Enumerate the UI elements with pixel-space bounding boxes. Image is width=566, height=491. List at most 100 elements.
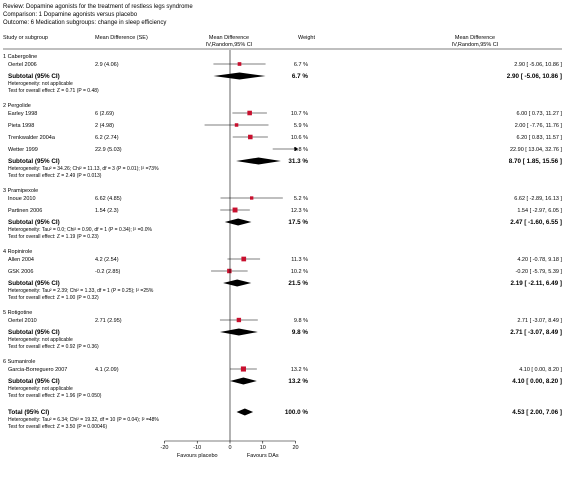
overall-effect-text: Test for overall effect: Z = 1.96 (P = 0… bbox=[8, 393, 102, 399]
study-name: Oertel 2010 bbox=[8, 318, 37, 324]
study-name: Inoue 2010 bbox=[8, 196, 36, 202]
subtotal-weight: 6.7 % bbox=[292, 73, 309, 80]
subtotal-diamond bbox=[230, 377, 257, 385]
subtotal-ci: 2.71 [ -3.07, 8.49 ] bbox=[510, 329, 562, 336]
subtotal-ci: 2.19 [ -2.11, 6.49 ] bbox=[511, 280, 562, 287]
study-md-se: 22.9 (5.03) bbox=[95, 147, 122, 153]
column-weight: Weight bbox=[298, 35, 315, 41]
study-md-se: 6 (2.69) bbox=[95, 111, 114, 117]
overall-effect-text: Test for overall effect: Z = 0.71 (P = 0… bbox=[8, 88, 99, 94]
group-title: 3 Pramipexole bbox=[3, 188, 38, 194]
heterogeneity-text: Heterogeneity: Tau² = 6.34; Chi² = 19.32… bbox=[8, 417, 159, 423]
study-marker bbox=[247, 110, 252, 116]
ci-arrow bbox=[294, 147, 299, 151]
subtotal-label: Subtotal (95% CI) bbox=[8, 280, 60, 287]
outcome-title: Outcome: 6 Medication subgroups: change … bbox=[3, 20, 166, 26]
study-name: Oertel 2006 bbox=[8, 62, 37, 68]
study-weight: 11.3 % bbox=[291, 257, 308, 263]
subtotal-weight: 13.2 % bbox=[288, 378, 308, 385]
x-tick-label: 20 bbox=[292, 445, 298, 451]
study-ci: 22.90 [ 13.04, 32.76 ] bbox=[510, 147, 562, 153]
overall-effect-text: Test for overall effect: Z = 3.50 (P = 0… bbox=[8, 424, 107, 430]
column-md-plot: Mean Difference bbox=[209, 35, 249, 41]
overall-effect-text: Test for overall effect: Z = 1.00 (P = 0… bbox=[8, 295, 99, 301]
group-title: 1 Cabergoline bbox=[3, 54, 37, 60]
study-weight: 6.7 % bbox=[294, 62, 308, 68]
subtotal-label: Subtotal (95% CI) bbox=[8, 158, 60, 165]
total-ci: 4.53 [ 2.00, 7.06 ] bbox=[512, 409, 562, 416]
group-title: 4 Ropinirole bbox=[3, 249, 32, 255]
subtotal-label: Subtotal (95% CI) bbox=[8, 378, 60, 385]
study-marker bbox=[227, 268, 232, 274]
study-ci: 6.62 [ -2.89, 16.13 ] bbox=[514, 196, 562, 202]
review-title: Review: Dopamine agonists for the treatm… bbox=[3, 4, 193, 10]
x-tick-label: 0 bbox=[228, 445, 231, 451]
study-name: Wetter 1999 bbox=[8, 147, 38, 153]
column-md-se: Mean Difference (SE) bbox=[95, 35, 148, 41]
study-name: Trenkwalder 2004a bbox=[8, 135, 56, 141]
study-name: GSK 2006 bbox=[8, 269, 33, 275]
study-marker bbox=[232, 207, 238, 213]
heterogeneity-text: Heterogeneity: Tau² = 2.39; Chi² = 1.33,… bbox=[8, 288, 154, 294]
study-weight: 10.7 % bbox=[291, 111, 308, 117]
study-marker bbox=[237, 62, 242, 66]
total-weight: 100.0 % bbox=[285, 409, 309, 416]
study-name: Pieta 1998 bbox=[8, 123, 34, 129]
study-md-se: 2 (4.98) bbox=[95, 123, 114, 129]
subtotal-label: Subtotal (95% CI) bbox=[8, 329, 60, 336]
heterogeneity-text: Heterogeneity: Tau² = 0.0; Chi² = 0.90, … bbox=[8, 227, 152, 233]
group-title: 6 Sumanirole bbox=[3, 359, 35, 365]
study-name: Allen 2004 bbox=[8, 257, 34, 263]
study-md-se: -0.2 (2.85) bbox=[95, 269, 121, 275]
subtotal-label: Subtotal (95% CI) bbox=[8, 219, 60, 226]
favours-left-label: Favours placebo bbox=[177, 453, 218, 459]
total-diamond bbox=[236, 408, 254, 416]
subtotal-diamond bbox=[224, 218, 252, 226]
group-title: 5 Rotigotine bbox=[3, 310, 32, 316]
study-weight: 5.8 % bbox=[294, 147, 308, 153]
column-md-ci-sub: IV,Random,95% CI bbox=[452, 42, 499, 48]
subtotal-diamond bbox=[223, 279, 252, 287]
overall-effect-text: Test for overall effect: Z = 0.92 (P = 0… bbox=[8, 344, 99, 350]
study-marker bbox=[250, 196, 254, 200]
study-name: Partinen 2006 bbox=[8, 208, 42, 214]
subtotal-diamond bbox=[213, 72, 266, 80]
study-weight: 12.3 % bbox=[291, 208, 308, 214]
study-ci: 6.20 [ 0.83, 11.57 ] bbox=[517, 135, 563, 141]
subtotal-ci: 8.70 [ 1.85, 15.56 ] bbox=[509, 158, 562, 165]
subtotal-ci: 4.10 [ 0.00, 8.20 ] bbox=[512, 378, 562, 385]
study-weight: 5.2 % bbox=[294, 196, 308, 202]
study-weight: 9.8 % bbox=[294, 318, 308, 324]
subtotal-diamond bbox=[219, 328, 258, 336]
x-tick-label: -20 bbox=[161, 445, 169, 451]
heterogeneity-text: Heterogeneity: not applicable bbox=[8, 386, 73, 392]
study-ci: 2.71 [ -3.07, 8.49 ] bbox=[517, 318, 562, 324]
column-study: Study or subgroup bbox=[3, 35, 48, 41]
heterogeneity-text: Heterogeneity: not applicable bbox=[8, 337, 73, 343]
forest-rows: 1 Cabergoline Oertel 2006 2.9 (4.06) 6.7 % 2… bbox=[3, 54, 562, 430]
overall-effect-text: Test for overall effect: Z = 2.49 (P = 0… bbox=[8, 173, 102, 179]
heterogeneity-text: Heterogeneity: Tau² = 34.26; Chi² = 11.1… bbox=[8, 166, 159, 172]
study-ci: 4.10 [ 0.00, 8.20 ] bbox=[519, 367, 562, 373]
study-weight: 5.9 % bbox=[294, 123, 308, 129]
favours-right-label: Favours DAs bbox=[247, 453, 279, 459]
x-axis: -20 -10 0 10 20 Favours placebo Favours DAs bbox=[161, 50, 299, 459]
study-weight: 10.2 % bbox=[291, 269, 308, 275]
study-ci: -0.20 [ -5.79, 5.39 ] bbox=[516, 269, 563, 275]
x-tick-label: 10 bbox=[260, 445, 266, 451]
study-name: Earley 1998 bbox=[8, 111, 37, 117]
heterogeneity-text: Heterogeneity: not applicable bbox=[8, 81, 73, 87]
study-ci: 1.54 [ -2.97, 6.05 ] bbox=[517, 208, 562, 214]
comparison-title: Comparison: 1 Dopamine agonists versus p… bbox=[3, 12, 138, 18]
study-ci: 4.20 [ -0.78, 9.18 ] bbox=[517, 257, 562, 263]
study-marker bbox=[240, 366, 246, 372]
column-md-ci: Mean Difference bbox=[455, 35, 495, 41]
total-label: Total (95% CI) bbox=[8, 409, 49, 416]
column-md-plot-sub: IV,Random,95% CI bbox=[206, 42, 253, 48]
study-md-se: 4.2 (2.54) bbox=[95, 257, 119, 263]
subtotal-weight: 31.3 % bbox=[288, 158, 308, 165]
study-md-se: 2.71 (2.95) bbox=[95, 318, 122, 324]
subtotal-weight: 21.5 % bbox=[288, 280, 308, 287]
study-md-se: 4.1 (2.09) bbox=[95, 367, 119, 373]
